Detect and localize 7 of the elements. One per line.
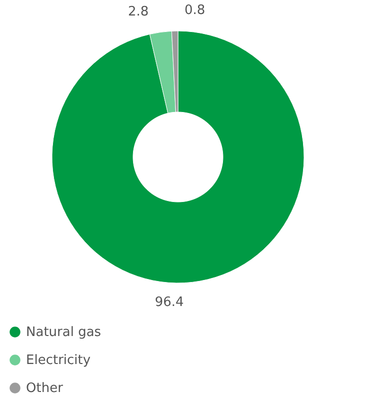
legend-label: Other <box>26 381 64 396</box>
donut-slice <box>52 30 304 284</box>
data-label: 0.8 <box>184 3 206 18</box>
data-label: 96.4 <box>154 295 184 310</box>
data-label: 2.8 <box>128 4 149 20</box>
legend-label: Natural gas <box>26 325 102 340</box>
legend-label: Electricity <box>26 353 91 368</box>
